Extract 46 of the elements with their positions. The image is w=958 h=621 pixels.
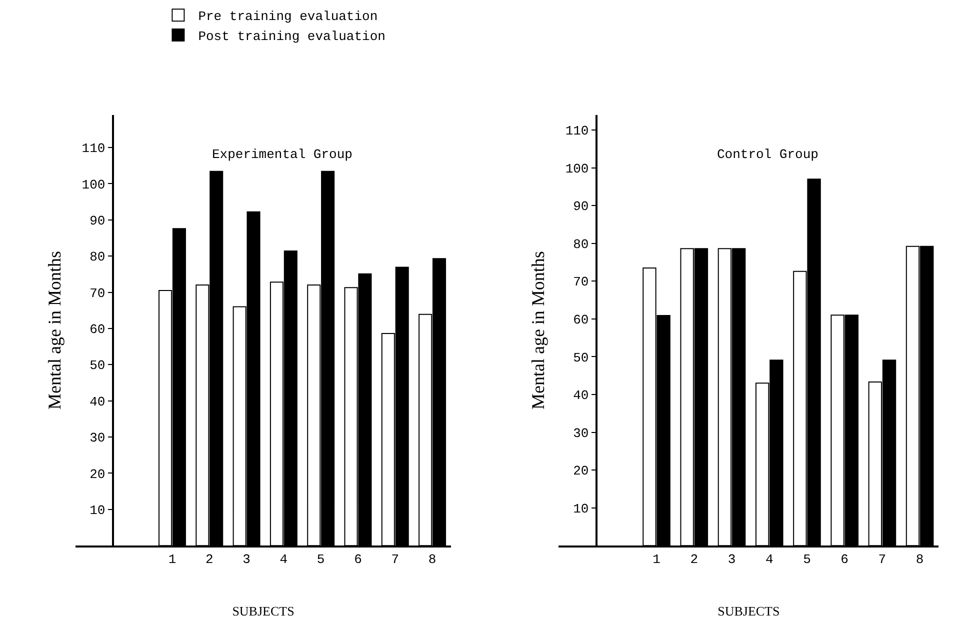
legend-label: Pre training evaluation xyxy=(198,9,378,24)
y-tick-label: 90 xyxy=(573,199,589,214)
x-tick-label: 6 xyxy=(354,552,362,568)
x-tick-label: 7 xyxy=(878,552,886,568)
x-tick-label: 8 xyxy=(916,552,924,568)
x-axis-title: SUBJECTS xyxy=(232,603,294,618)
y-tick-label: 60 xyxy=(573,312,589,328)
x-tick-label: 2 xyxy=(205,552,214,568)
y-tick-label: 110 xyxy=(82,141,106,156)
x-tick-label: 4 xyxy=(765,552,774,568)
y-tick-label: 50 xyxy=(90,358,106,374)
y-tick-label: 20 xyxy=(573,464,589,479)
text: Control Group xyxy=(717,147,818,162)
y-tick-label: 60 xyxy=(90,322,106,338)
y-tick-label: 30 xyxy=(573,426,589,441)
y-axis-title: Mental age in Months xyxy=(528,251,548,410)
y-tick-label: 80 xyxy=(90,250,106,265)
x-tick-label: 4 xyxy=(280,552,288,568)
y-axis-title: Mental age in Months xyxy=(44,251,65,410)
y-tick-label: 10 xyxy=(90,502,106,518)
y-tick-label: 70 xyxy=(573,274,589,290)
x-tick-label: 1 xyxy=(168,552,176,568)
y-tick-label: 80 xyxy=(573,236,589,252)
y-tick-label: 40 xyxy=(573,388,589,404)
y-tick-label: 90 xyxy=(90,213,106,228)
y-tick-label: 20 xyxy=(90,466,106,482)
x-tick-label: 5 xyxy=(316,552,325,568)
text: Experimental Group xyxy=(212,147,352,162)
y-tick-label: 100 xyxy=(82,177,106,192)
x-tick-label: 2 xyxy=(690,552,698,568)
y-tick-label: 40 xyxy=(90,394,106,410)
legend-label: Post training evaluation xyxy=(198,29,386,44)
y-tick-label: 100 xyxy=(565,161,589,176)
x-tick-label: 5 xyxy=(803,552,811,568)
y-tick-label: 70 xyxy=(90,286,106,301)
x-tick-label: 8 xyxy=(428,552,436,568)
x-tick-label: 1 xyxy=(652,552,661,568)
x-axis-title: SUBJECTS xyxy=(718,603,780,618)
y-tick-label: 10 xyxy=(573,501,589,516)
y-tick-label: 110 xyxy=(565,124,589,139)
y-tick-label: 50 xyxy=(573,350,589,366)
x-tick-label: 3 xyxy=(728,552,736,568)
y-tick-label: 30 xyxy=(90,430,106,446)
x-tick-label: 6 xyxy=(840,552,848,568)
x-tick-label: 3 xyxy=(242,552,250,568)
x-tick-label: 7 xyxy=(391,552,400,568)
